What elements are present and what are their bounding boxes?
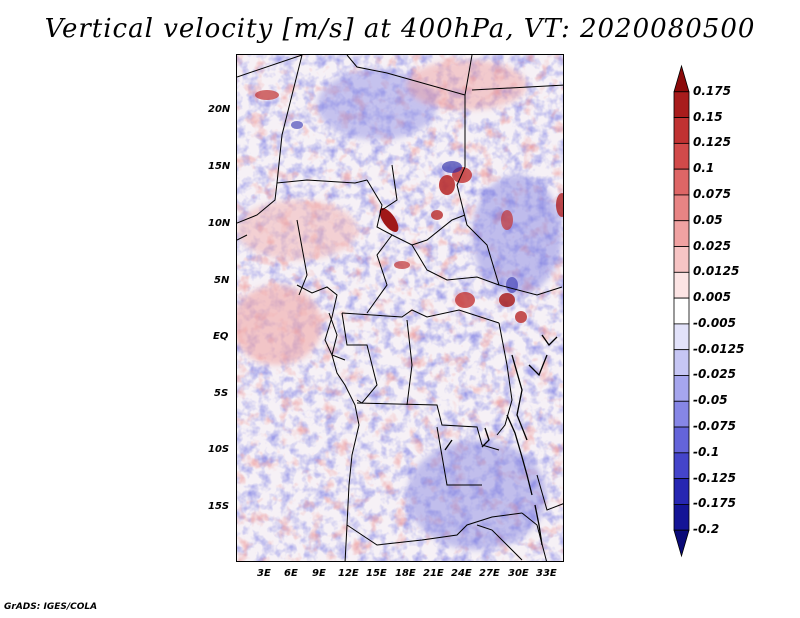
- colorbar-label: -0.125: [693, 470, 736, 485]
- lat-label-5n: 5N: [214, 275, 230, 286]
- lon-label-30e: 30E: [508, 568, 529, 579]
- strong-upward-cells: [255, 90, 563, 323]
- colorbar-segment: [673, 349, 690, 376]
- map-title: Vertical velocity [m/s] at 400hPa, VT: 2…: [44, 14, 756, 44]
- colorbar-segment: [673, 91, 690, 118]
- positive-area-west: [237, 200, 357, 260]
- colorbar-label: -0.005: [693, 315, 736, 330]
- lon-label-27e: 27E: [479, 568, 500, 579]
- lat-label-eq: EQ: [213, 331, 229, 342]
- lat-label-10n: 10N: [208, 218, 231, 229]
- country-boundaries: [237, 55, 563, 561]
- lon-label-6e: 6E: [284, 568, 298, 579]
- colorbar-segment: [673, 504, 690, 531]
- colorbar-segment: [673, 478, 690, 505]
- colorbar-label: 0.005: [693, 290, 731, 305]
- negative-area-east: [472, 175, 562, 295]
- colorbar-segment: [673, 64, 690, 93]
- colorbar-segment: [673, 297, 690, 325]
- colorbar-label: -0.0125: [693, 341, 745, 356]
- velocity-field-map: [237, 55, 563, 561]
- colorbar-label: -0.025: [693, 367, 736, 382]
- colorbar-label: -0.075: [693, 419, 736, 434]
- lon-label-3e: 3E: [257, 568, 271, 579]
- negative-area-south: [407, 440, 547, 550]
- colorbar-segment: [673, 529, 690, 558]
- colorbar-segment: [673, 117, 690, 144]
- colorbar-segment: [673, 375, 690, 402]
- lon-label-33e: 33E: [536, 568, 557, 579]
- colorbar-label: 0.1: [693, 161, 715, 176]
- colorbar-segment: [673, 400, 690, 428]
- colorbar-segment: [673, 323, 690, 351]
- negative-area-north: [317, 70, 437, 140]
- colorbar-segment: [673, 426, 690, 454]
- lon-label-18e: 18E: [395, 568, 416, 579]
- lon-label-21e: 21E: [423, 568, 444, 579]
- colorbar-label: -0.175: [693, 496, 736, 511]
- colorbar-segment: [673, 220, 690, 247]
- colorbar-label: 0.05: [693, 212, 723, 227]
- footer-credit: GrADS: IGES/COLA: [4, 602, 98, 612]
- colorbar-label: -0.1: [693, 444, 720, 459]
- coastline: [296, 284, 360, 561]
- colorbar-segment: [673, 452, 690, 480]
- lon-label-9e: 9E: [312, 568, 326, 579]
- lat-label-15n: 15N: [208, 161, 231, 172]
- lon-label-24e: 24E: [451, 568, 472, 579]
- lat-label-15s: 15S: [208, 501, 230, 512]
- colorbar-segment: [673, 246, 690, 273]
- east-african-lakes: [444, 334, 558, 546]
- lat-label-5s: 5S: [214, 388, 229, 399]
- colorbar-label: -0.05: [693, 393, 728, 408]
- positive-area-gulf: [237, 285, 322, 365]
- colorbar-label: 0.075: [693, 186, 731, 201]
- colorbar-label: 0.125: [693, 135, 731, 150]
- strong-downward-cells: [291, 121, 518, 293]
- lat-label-10s: 10S: [208, 444, 230, 455]
- lon-label-12e: 12E: [338, 568, 359, 579]
- colorbar-segment: [673, 142, 690, 170]
- lat-label-20n: 20N: [208, 104, 231, 115]
- lon-label-15e: 15E: [366, 568, 387, 579]
- colorbar-label: 0.0125: [693, 264, 740, 279]
- colorbar-segment: [673, 194, 690, 222]
- colorbar-label: -0.2: [693, 522, 720, 537]
- colorbar-label: 0.15: [693, 109, 723, 124]
- colorbar-segment: [673, 271, 690, 299]
- colorbar-segment: [673, 168, 690, 196]
- map-panel: [236, 54, 564, 562]
- colorbar-label: 0.025: [693, 238, 731, 253]
- colorbar-label: 0.175: [693, 83, 731, 98]
